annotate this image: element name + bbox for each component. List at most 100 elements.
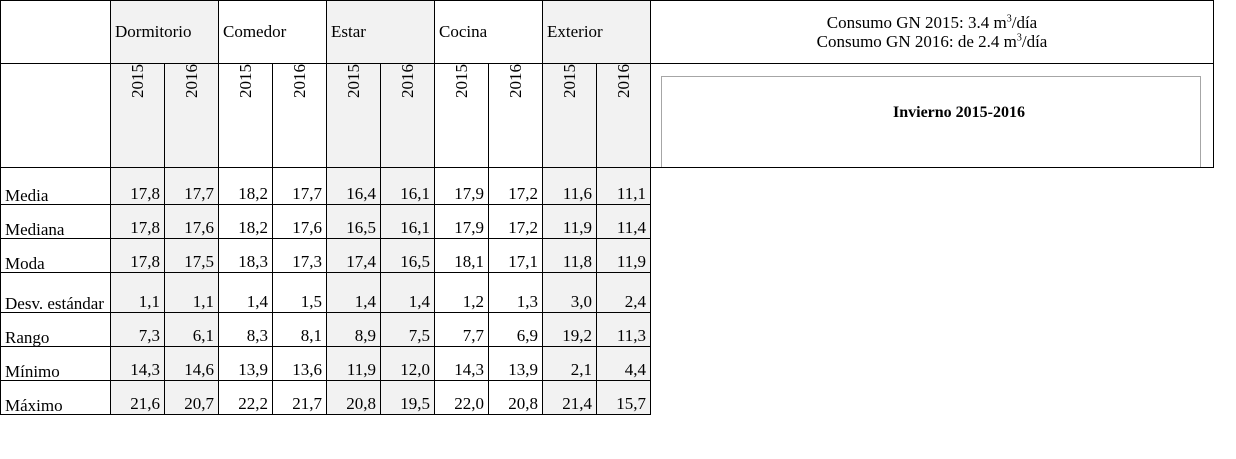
table-cell: 17,8 <box>111 168 165 205</box>
table-cell: 21,6 <box>111 381 165 415</box>
table-cell: 22,2 <box>219 381 273 415</box>
table-cell: 17,5 <box>165 239 219 273</box>
table-cell: 11,9 <box>597 239 651 273</box>
table-cell: 17,1 <box>489 239 543 273</box>
row-label: Mediana <box>1 205 111 239</box>
table-cell: 16,5 <box>381 239 435 273</box>
corner-cell <box>1 1 111 64</box>
consumption-note: Consumo GN 2015: 3.4 m3/día Consumo GN 2… <box>651 1 1214 64</box>
year-label-cell <box>1 64 111 168</box>
table-cell: 13,6 <box>273 347 327 381</box>
year-header: 2016 <box>597 64 651 168</box>
table-cell: 16,5 <box>327 205 381 239</box>
table-cell: 1,4 <box>219 273 273 313</box>
room-header-dormitorio: Dormitorio <box>111 1 219 64</box>
consumption-2016: Consumo GN 2016: de 2.4 m3/día <box>817 32 1048 51</box>
room-header-comedor: Comedor <box>219 1 327 64</box>
table-cell: 17,2 <box>489 205 543 239</box>
year-header: 2016 <box>165 64 219 168</box>
room-header-exterior: Exterior <box>543 1 651 64</box>
table-cell: 7,5 <box>381 313 435 347</box>
row-label: Mínimo <box>1 347 111 381</box>
table-cell: 11,1 <box>597 168 651 205</box>
table-cell: 17,6 <box>273 205 327 239</box>
table-cell: 21,7 <box>273 381 327 415</box>
table-cell: 20,8 <box>327 381 381 415</box>
table-cell: 17,9 <box>435 168 489 205</box>
table-row: Mediana 17,8 17,6 18,2 17,6 16,5 16,1 17,9 17,2 1… <box>1 205 1214 239</box>
table-row: Rango 7,3 6,1 8,3 8,1 8,9 7,5 7,7 6,9 19,2 11,3 <box>1 313 1214 347</box>
table-cell: 13,9 <box>219 347 273 381</box>
table-cell: 8,1 <box>273 313 327 347</box>
year-header: 2015 <box>111 64 165 168</box>
table-cell: 20,7 <box>165 381 219 415</box>
table-cell: 16,1 <box>381 168 435 205</box>
table-cell: 17,3 <box>273 239 327 273</box>
table-cell: 11,3 <box>597 313 651 347</box>
table-cell: 12,0 <box>381 347 435 381</box>
table-cell: 14,3 <box>111 347 165 381</box>
row-label: Rango <box>1 313 111 347</box>
table-cell: 17,7 <box>273 168 327 205</box>
room-header-cocina: Cocina <box>435 1 543 64</box>
table-cell: 17,8 <box>111 239 165 273</box>
chart-title: Invierno 2015-2016 <box>893 104 1025 121</box>
table-cell: 11,6 <box>543 168 597 205</box>
table-cell: 16,4 <box>327 168 381 205</box>
table-cell: 18,2 <box>219 205 273 239</box>
table-cell: 11,9 <box>543 205 597 239</box>
chart-cell: Invierno 2015-2016°C0510152025Dorm-2015D… <box>651 64 1214 168</box>
table-cell: 1,4 <box>327 273 381 313</box>
table-cell: 18,1 <box>435 239 489 273</box>
year-header: 2016 <box>489 64 543 168</box>
row-label: Moda <box>1 239 111 273</box>
table-cell: 15,7 <box>597 381 651 415</box>
table-cell: 18,2 <box>219 168 273 205</box>
year-header: 2016 <box>273 64 327 168</box>
table-cell: 19,5 <box>381 381 435 415</box>
boxplot-svg: Invierno 2015-2016°C0510152025Dorm-2015D… <box>662 77 1200 168</box>
table-cell: 1,1 <box>111 273 165 313</box>
year-header: 2016 <box>381 64 435 168</box>
table-cell: 8,3 <box>219 313 273 347</box>
table-cell: 1,1 <box>165 273 219 313</box>
table-cell: 14,3 <box>435 347 489 381</box>
table-cell: 20,8 <box>489 381 543 415</box>
row-label: Desv. estándar <box>1 273 111 313</box>
table-cell: 16,1 <box>381 205 435 239</box>
table-cell: 6,9 <box>489 313 543 347</box>
table-cell: 1,2 <box>435 273 489 313</box>
table-cell: 22,0 <box>435 381 489 415</box>
table-cell: 6,1 <box>165 313 219 347</box>
consumption-2015: Consumo GN 2015: 3.4 m3/día <box>827 13 1037 32</box>
row-label: Máximo <box>1 381 111 415</box>
table-row: Mínimo 14,3 14,6 13,9 13,6 11,9 12,0 14,3 13,9 2,… <box>1 347 1214 381</box>
year-header: 2015 <box>435 64 489 168</box>
year-header: 2015 <box>543 64 597 168</box>
table-cell: 4,4 <box>597 347 651 381</box>
table-cell: 17,2 <box>489 168 543 205</box>
table-cell: 2,1 <box>543 347 597 381</box>
table-cell: 17,6 <box>165 205 219 239</box>
table-cell: 7,7 <box>435 313 489 347</box>
boxplot-chart: Invierno 2015-2016°C0510152025Dorm-2015D… <box>661 76 1201 168</box>
table-cell: 8,9 <box>327 313 381 347</box>
table-cell: 11,8 <box>543 239 597 273</box>
table-cell: 21,4 <box>543 381 597 415</box>
row-label: Media <box>1 168 111 205</box>
table-row: Máximo 21,6 20,7 22,2 21,7 20,8 19,5 22,0 20,8 21… <box>1 381 1214 415</box>
table-cell: 17,8 <box>111 205 165 239</box>
table-row: Desv. estándar 1,1 1,1 1,4 1,5 1,4 1,4 1,2 1,3 3,… <box>1 273 1214 313</box>
stats-table: Dormitorio Comedor Estar Cocina Exterior… <box>0 0 1214 415</box>
table-cell: 14,6 <box>165 347 219 381</box>
table-cell: 18,3 <box>219 239 273 273</box>
table-cell: 3,0 <box>543 273 597 313</box>
table-cell: 17,9 <box>435 205 489 239</box>
table-cell: 1,5 <box>273 273 327 313</box>
table-cell: 7,3 <box>111 313 165 347</box>
table-cell: 13,9 <box>489 347 543 381</box>
table-row: Moda 17,8 17,5 18,3 17,3 17,4 16,5 18,1 17,1 11,8… <box>1 239 1214 273</box>
table-row: Media 17,8 17,7 18,2 17,7 16,4 16,1 17,9 17,2 11,… <box>1 168 1214 205</box>
table-cell: 19,2 <box>543 313 597 347</box>
year-header: 2015 <box>327 64 381 168</box>
